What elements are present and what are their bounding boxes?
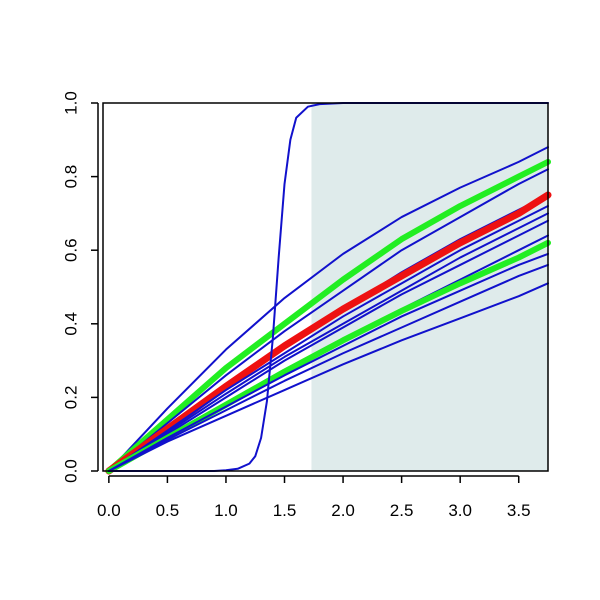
shaded-region [311,103,548,471]
plot-frame [102,102,549,472]
series-line-7 [107,212,549,472]
x-tick-label: 0.5 [156,501,180,520]
series-line-1 [107,146,549,472]
axes: 0.0 0.5 1.0 1.5 2.0 2.5 3.0 3.5 0.0 0.2 0.4 0.6 0.8 1… [62,91,549,520]
y-tick-label: 0.6 [62,238,81,262]
x-tick-label: 1.0 [214,501,238,520]
y-tick-label: 1.0 [62,91,81,115]
shaded-region-rect [311,103,548,471]
series-line-11 [107,252,549,472]
x-tick-label: 3.5 [507,501,531,520]
series-line-8 [107,219,549,472]
y-tick-label: 0.4 [62,312,81,336]
series-line-6 [107,205,549,472]
x-tick-label: 2.0 [331,501,355,520]
y-tick-label: 0.8 [62,165,81,189]
x-tick-label: 0.0 [97,501,121,520]
series-line-5 [105,191,552,475]
series-line-3 [107,168,549,472]
series-line-12 [107,263,549,472]
series-line-2 [105,158,551,474]
y-tick-label: 0.2 [62,386,81,410]
x-tick-label: 1.5 [273,501,297,520]
series-line-13 [107,282,549,472]
x-tick-label: 2.5 [390,501,414,520]
series-group [105,102,552,475]
x-tick-label: 3.0 [448,501,472,520]
y-tick-label: 0.0 [62,459,81,483]
